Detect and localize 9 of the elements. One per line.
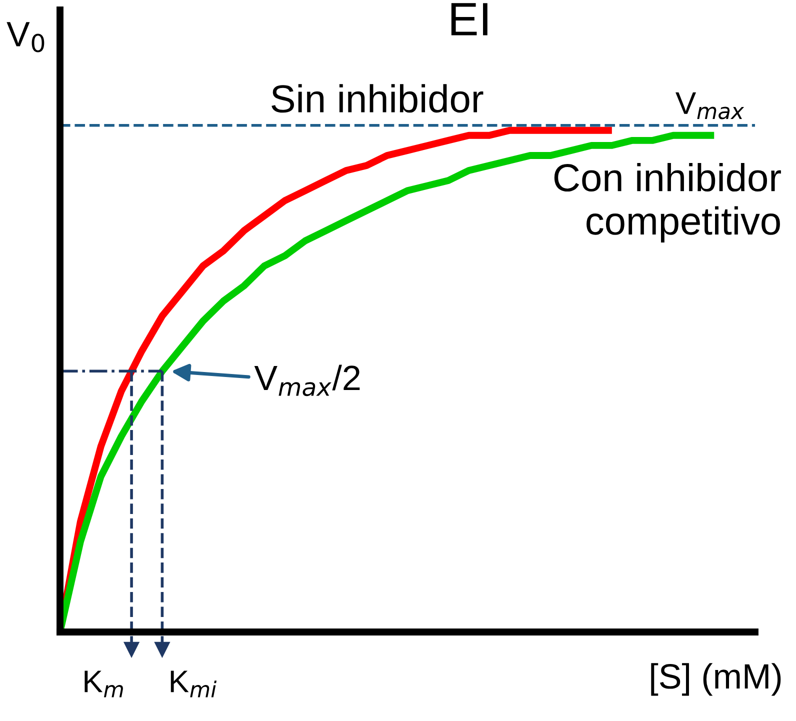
series-label: Con inhibidor competitivo [554, 162, 781, 243]
ref-line-label: V$_{max}$ [676, 92, 744, 120]
text: K$_{mi}$ [170, 670, 217, 698]
text: K$_{m}$ [84, 670, 123, 698]
series-label: Sin inhibidor [272, 84, 484, 113]
y-axis-title: V$_{0}$ [6, 22, 44, 52]
chart-title: EI [451, 3, 488, 36]
ref-line-label: V$_{max}$/2 [254, 364, 360, 396]
x-axis-title: [S] (mM) [651, 663, 781, 696]
